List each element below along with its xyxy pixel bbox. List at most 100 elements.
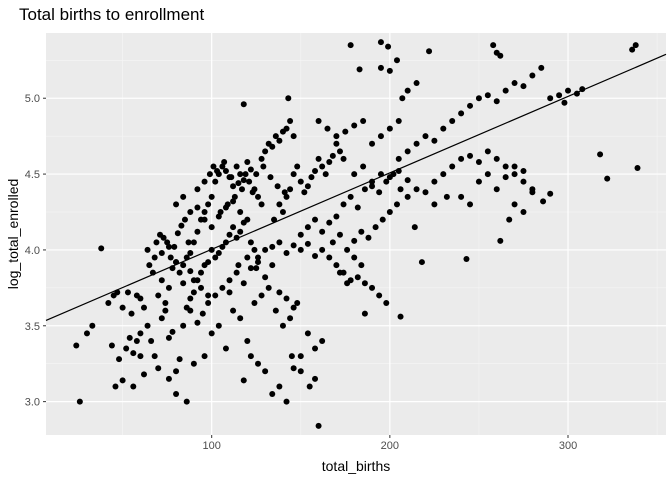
data-point [497, 237, 504, 244]
data-point [484, 171, 491, 178]
data-point [148, 337, 155, 344]
data-point [324, 125, 331, 132]
data-point [176, 269, 183, 276]
data-point [249, 189, 256, 196]
data-point [333, 133, 340, 140]
data-point [158, 277, 165, 284]
y-axis-title: log_total_enrolled [5, 179, 21, 290]
data-point [237, 228, 244, 235]
data-point [290, 304, 297, 311]
data-point [431, 137, 438, 144]
data-point [497, 52, 504, 59]
data-point [187, 209, 194, 216]
data-point [506, 216, 513, 223]
data-point [230, 307, 237, 314]
data-point [297, 231, 304, 238]
data-point [354, 204, 361, 211]
data-point [224, 201, 231, 208]
data-point [162, 300, 169, 307]
data-point [520, 178, 527, 185]
data-point [212, 254, 219, 261]
data-point [222, 168, 229, 175]
data-point [475, 95, 482, 102]
data-point [283, 295, 290, 302]
data-point [369, 284, 376, 291]
data-point [386, 125, 393, 132]
y-tick-label: 4.0 [25, 245, 40, 257]
data-point [431, 178, 438, 185]
data-point [297, 353, 304, 360]
data-point [205, 300, 212, 307]
data-point [315, 117, 322, 124]
data-point [128, 310, 135, 317]
data-point [144, 322, 151, 329]
y-tick-label: 4.5 [25, 169, 40, 181]
data-point [467, 201, 474, 208]
data-point [198, 284, 204, 291]
data-point [404, 87, 411, 94]
data-point [467, 152, 474, 159]
data-point [356, 66, 363, 73]
data-point [283, 193, 290, 200]
data-point [215, 213, 222, 220]
data-point [287, 186, 294, 193]
data-point [240, 280, 247, 287]
data-point [240, 101, 247, 108]
data-point [290, 133, 297, 140]
x-tick-label: 100 [203, 440, 221, 452]
data-point [267, 174, 274, 181]
data-point [140, 304, 147, 311]
data-point [561, 99, 568, 106]
data-point [283, 249, 290, 256]
data-point [237, 315, 244, 322]
data-point [119, 377, 126, 384]
data-point [255, 254, 262, 261]
data-point [190, 277, 197, 284]
data-point [449, 163, 456, 170]
data-point [287, 315, 294, 322]
data-point [377, 133, 384, 140]
data-point [340, 201, 347, 208]
data-point [361, 310, 368, 317]
data-point [395, 117, 402, 124]
data-point [365, 234, 372, 241]
data-point [326, 219, 333, 226]
data-point [315, 155, 322, 162]
data-point [281, 189, 288, 196]
data-point [276, 239, 283, 246]
data-point [475, 158, 482, 165]
data-point [279, 209, 286, 216]
data-point [404, 148, 411, 155]
data-point [144, 246, 151, 253]
plot-panel [46, 33, 666, 435]
data-point [547, 190, 554, 197]
data-point [354, 274, 361, 281]
data-point [210, 163, 217, 170]
data-point [540, 198, 547, 205]
data-point [251, 300, 258, 307]
data-point [160, 234, 167, 241]
y-tick-label: 5.0 [25, 93, 40, 105]
data-point [262, 246, 269, 253]
data-point [634, 165, 641, 172]
data-point [426, 48, 433, 55]
data-point [440, 171, 447, 178]
data-point [164, 239, 171, 246]
data-point [190, 239, 197, 246]
data-point [385, 43, 392, 50]
data-point [319, 246, 326, 253]
data-point [565, 87, 572, 94]
data-point [290, 171, 297, 178]
data-point [358, 262, 365, 269]
data-point [393, 57, 400, 64]
data-point [235, 180, 242, 187]
data-point [206, 171, 213, 178]
data-point [312, 252, 319, 259]
data-point [155, 365, 162, 372]
data-point [379, 216, 386, 223]
data-point [165, 375, 172, 382]
data-point [272, 133, 279, 140]
data-point [174, 230, 181, 237]
data-point [493, 155, 500, 162]
data-point [146, 262, 153, 269]
